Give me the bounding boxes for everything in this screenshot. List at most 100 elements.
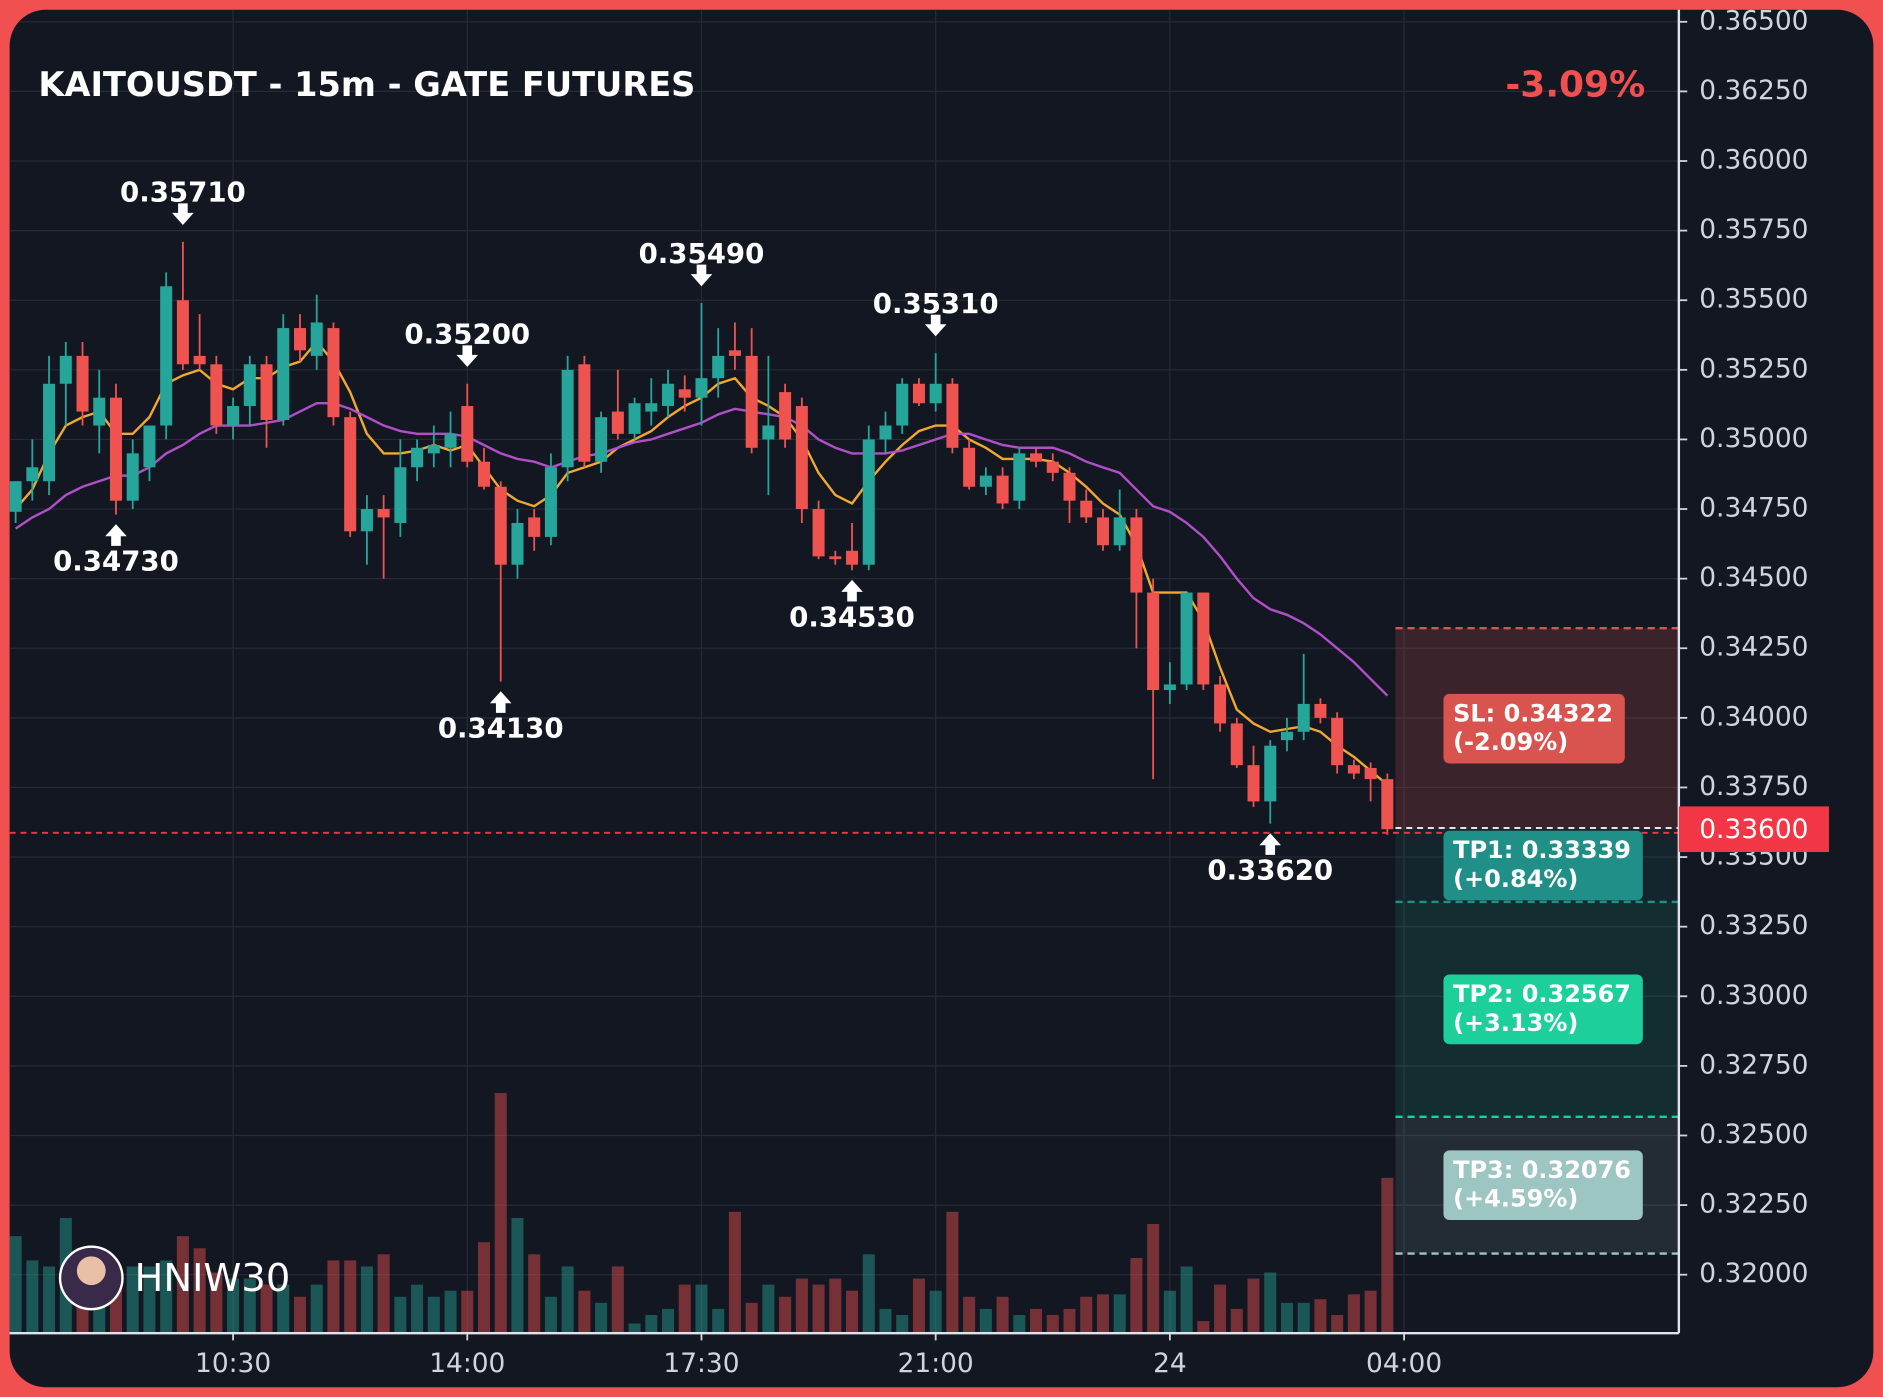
volume-bar bbox=[628, 1323, 641, 1334]
candle-body bbox=[1347, 765, 1360, 774]
candle-body bbox=[1130, 517, 1143, 593]
x-tick-label: 24 bbox=[1153, 1348, 1187, 1379]
candle-body bbox=[377, 509, 390, 518]
candle-body bbox=[511, 522, 524, 565]
candle-body bbox=[461, 406, 474, 462]
y-tick-label: 0.34500 bbox=[1699, 562, 1808, 593]
annotation-arrow bbox=[690, 264, 713, 287]
x-tick-label: 17:30 bbox=[663, 1348, 739, 1379]
candle-body bbox=[43, 383, 56, 482]
volume-bar bbox=[979, 1308, 992, 1334]
volume-bar bbox=[176, 1236, 189, 1334]
panel bbox=[9, 9, 1874, 1388]
volume-bar bbox=[745, 1302, 758, 1334]
volume-bar bbox=[929, 1290, 942, 1334]
candle-body bbox=[595, 417, 608, 462]
y-tick-label: 0.34250 bbox=[1699, 632, 1808, 663]
candle-body bbox=[327, 328, 340, 418]
candle-body bbox=[963, 447, 976, 487]
candle-body bbox=[427, 445, 440, 454]
candle-body bbox=[494, 486, 507, 565]
candle-body bbox=[678, 389, 691, 398]
volume-bar bbox=[595, 1302, 608, 1334]
candle-body bbox=[9, 481, 22, 512]
volume-bar bbox=[1247, 1278, 1260, 1334]
volume-bar bbox=[1046, 1314, 1059, 1334]
candle-body bbox=[795, 406, 808, 510]
candle-body bbox=[1063, 472, 1076, 501]
y-tick-label: 0.36000 bbox=[1699, 145, 1808, 176]
y-tick-label: 0.35000 bbox=[1699, 423, 1808, 454]
candle-body bbox=[93, 397, 106, 426]
level-label-box bbox=[1443, 1150, 1643, 1221]
candle-body bbox=[762, 425, 775, 440]
annotation-arrow bbox=[456, 345, 479, 367]
candle-body bbox=[1096, 517, 1109, 546]
volume-bar bbox=[344, 1260, 357, 1334]
y-tick-label: 0.32750 bbox=[1699, 1049, 1808, 1080]
candle-body bbox=[712, 355, 725, 379]
candle-body bbox=[1230, 723, 1243, 766]
volume-bar bbox=[946, 1211, 959, 1334]
volume-bar bbox=[662, 1308, 675, 1334]
candle-body bbox=[293, 328, 306, 351]
candle-body bbox=[1113, 517, 1126, 546]
volume-bar bbox=[511, 1217, 524, 1334]
annotation-label: 0.34730 bbox=[53, 545, 179, 578]
candle-body bbox=[912, 383, 925, 404]
level-label-box bbox=[1443, 830, 1643, 901]
candle-body bbox=[812, 509, 825, 557]
volume-bar bbox=[1180, 1266, 1193, 1334]
volume-bar bbox=[896, 1314, 909, 1334]
annotation-arrow bbox=[172, 203, 194, 225]
volume-bar bbox=[1197, 1321, 1210, 1334]
candle-body bbox=[829, 556, 842, 560]
volume-bar bbox=[862, 1254, 875, 1334]
level-label: TP2: 0.32567 bbox=[1453, 980, 1631, 1008]
annotation-label: 0.35490 bbox=[639, 237, 765, 270]
volume-bar bbox=[26, 1260, 39, 1334]
volume-bar bbox=[1314, 1299, 1327, 1334]
volume-bar bbox=[160, 1260, 173, 1334]
volume-bar bbox=[762, 1284, 775, 1334]
y-tick-label: 0.33000 bbox=[1699, 980, 1808, 1011]
volume-bar bbox=[528, 1254, 541, 1334]
volume-bar bbox=[1163, 1290, 1176, 1334]
volume-bar bbox=[227, 1278, 240, 1334]
annotation-arrow bbox=[924, 314, 947, 337]
x-tick-label: 21:00 bbox=[898, 1348, 974, 1379]
level-label: TP3: 0.32076 bbox=[1453, 1156, 1631, 1184]
y-tick-label: 0.34750 bbox=[1699, 493, 1808, 524]
volume-bar bbox=[1080, 1296, 1093, 1334]
x-tick-label: 14:00 bbox=[429, 1348, 505, 1379]
candle-body bbox=[979, 475, 992, 487]
volume-bar bbox=[293, 1296, 306, 1334]
candle-body bbox=[1030, 453, 1043, 462]
annotation-arrow bbox=[841, 579, 863, 602]
candle-body bbox=[1364, 767, 1377, 780]
volume-bar bbox=[1096, 1294, 1109, 1334]
candle-body bbox=[478, 461, 491, 487]
volume-bar bbox=[645, 1314, 658, 1334]
volume-bar bbox=[1230, 1308, 1243, 1334]
x-tick-label: 04:00 bbox=[1366, 1348, 1442, 1379]
volume-bar bbox=[43, 1266, 56, 1334]
volume-bar bbox=[795, 1278, 808, 1334]
candle-body bbox=[662, 383, 675, 407]
level-label-box bbox=[1443, 974, 1643, 1045]
volume-bar bbox=[611, 1266, 624, 1334]
volume-bar bbox=[879, 1308, 892, 1334]
candle-body bbox=[1163, 684, 1176, 691]
volume-bar bbox=[1331, 1314, 1344, 1334]
volume-bar bbox=[846, 1290, 859, 1334]
candle-body bbox=[879, 425, 892, 440]
candle-body bbox=[176, 300, 189, 365]
candle-body bbox=[1314, 703, 1327, 718]
volume-bar bbox=[1381, 1177, 1394, 1334]
volume-bar bbox=[1214, 1284, 1227, 1334]
candle-body bbox=[1197, 592, 1210, 685]
volume-bar bbox=[1063, 1308, 1076, 1334]
annotation-label: 0.34130 bbox=[438, 712, 564, 745]
y-tick-label: 0.34000 bbox=[1699, 701, 1808, 732]
